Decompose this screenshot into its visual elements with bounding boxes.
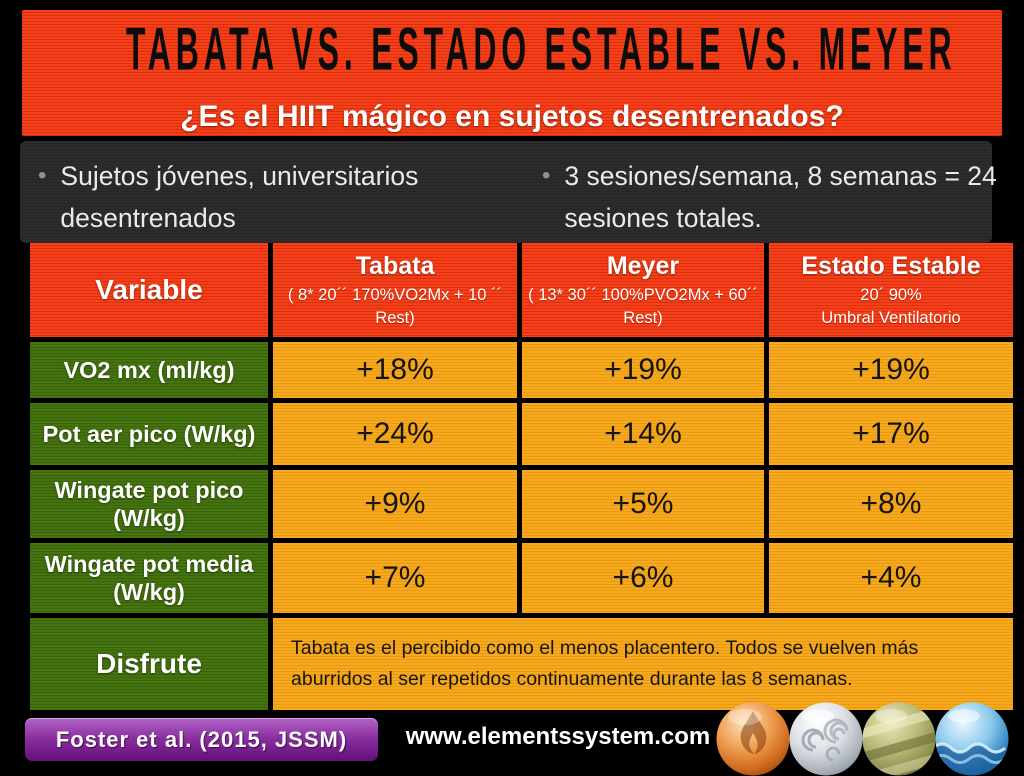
value-cell: +6%: [522, 543, 764, 613]
earth-orb-icon: [862, 702, 936, 776]
value-cell: +4%: [769, 543, 1013, 613]
header-cell-tabata: Tabata ( 8* 20´´ 170%VO2Mx + 10 ´´ Rest): [273, 243, 517, 337]
row-label-pot-aer-pico: Pot aer pico (W/kg): [30, 403, 268, 465]
comparison-table: Variable Tabata ( 8* 20´´ 170%VO2Mx + 10…: [30, 243, 1013, 710]
value-cell: +9%: [273, 470, 517, 538]
air-orb-icon: [789, 702, 863, 776]
row-label-wingate-pico: Wingate pot pico (W/kg): [30, 470, 268, 538]
header-cell-estado-estable: Estado Estable 20´ 90% Umbral Ventilator…: [769, 243, 1013, 337]
citation-badge: Foster et al. (2015, JSSM): [25, 718, 378, 761]
value-cell: +24%: [273, 403, 517, 465]
bullet-text: Sujetos jóvenes, universitarios desentre…: [60, 161, 419, 233]
bullet-panel: • Sujetos jóvenes, universitarios desent…: [20, 141, 997, 243]
value-cell: +8%: [769, 470, 1013, 538]
fire-orb-icon: [716, 702, 790, 776]
bullet-icon: •: [542, 162, 551, 189]
note-cell: Tabata es el percibido como el menos pla…: [273, 618, 1013, 710]
header-cell-variable: Variable: [30, 243, 268, 337]
page-title: TABATA VS. ESTADO ESTABLE VS. MEYER: [125, 17, 957, 83]
row-label-wingate-media: Wingate pot media (W/kg): [30, 543, 268, 613]
list-item: • 3 sesiones/semana, 8 semanas = 24 sesi…: [542, 156, 1004, 240]
list-item: • Sujetos jóvenes, universitarios desent…: [38, 156, 478, 240]
row-label-disfrute: Disfrute: [30, 618, 268, 710]
row-label-vo2: VO2 mx (ml/kg): [30, 342, 268, 398]
header-cell-meyer: Meyer ( 13* 30´´ 100%PVO2Mx + 60´´ Rest): [522, 243, 764, 337]
bullet-text: 3 sesiones/semana, 8 semanas = 24 sesion…: [564, 161, 997, 233]
page-subtitle: ¿Es el HIIT mágico en sujetos desentrena…: [180, 100, 844, 133]
website-text: www.elementssystem.com: [405, 723, 711, 750]
water-orb-icon: [935, 702, 1009, 776]
value-cell: +19%: [522, 342, 764, 398]
value-cell: +18%: [273, 342, 517, 398]
value-cell: +19%: [769, 342, 1013, 398]
title-banner: TABATA VS. ESTADO ESTABLE VS. MEYER ¿Es …: [22, 10, 1002, 136]
value-cell: +5%: [522, 470, 764, 538]
value-cell: +7%: [273, 543, 517, 613]
value-cell: +17%: [769, 403, 1013, 465]
value-cell: +14%: [522, 403, 764, 465]
bullet-icon: •: [38, 162, 47, 189]
